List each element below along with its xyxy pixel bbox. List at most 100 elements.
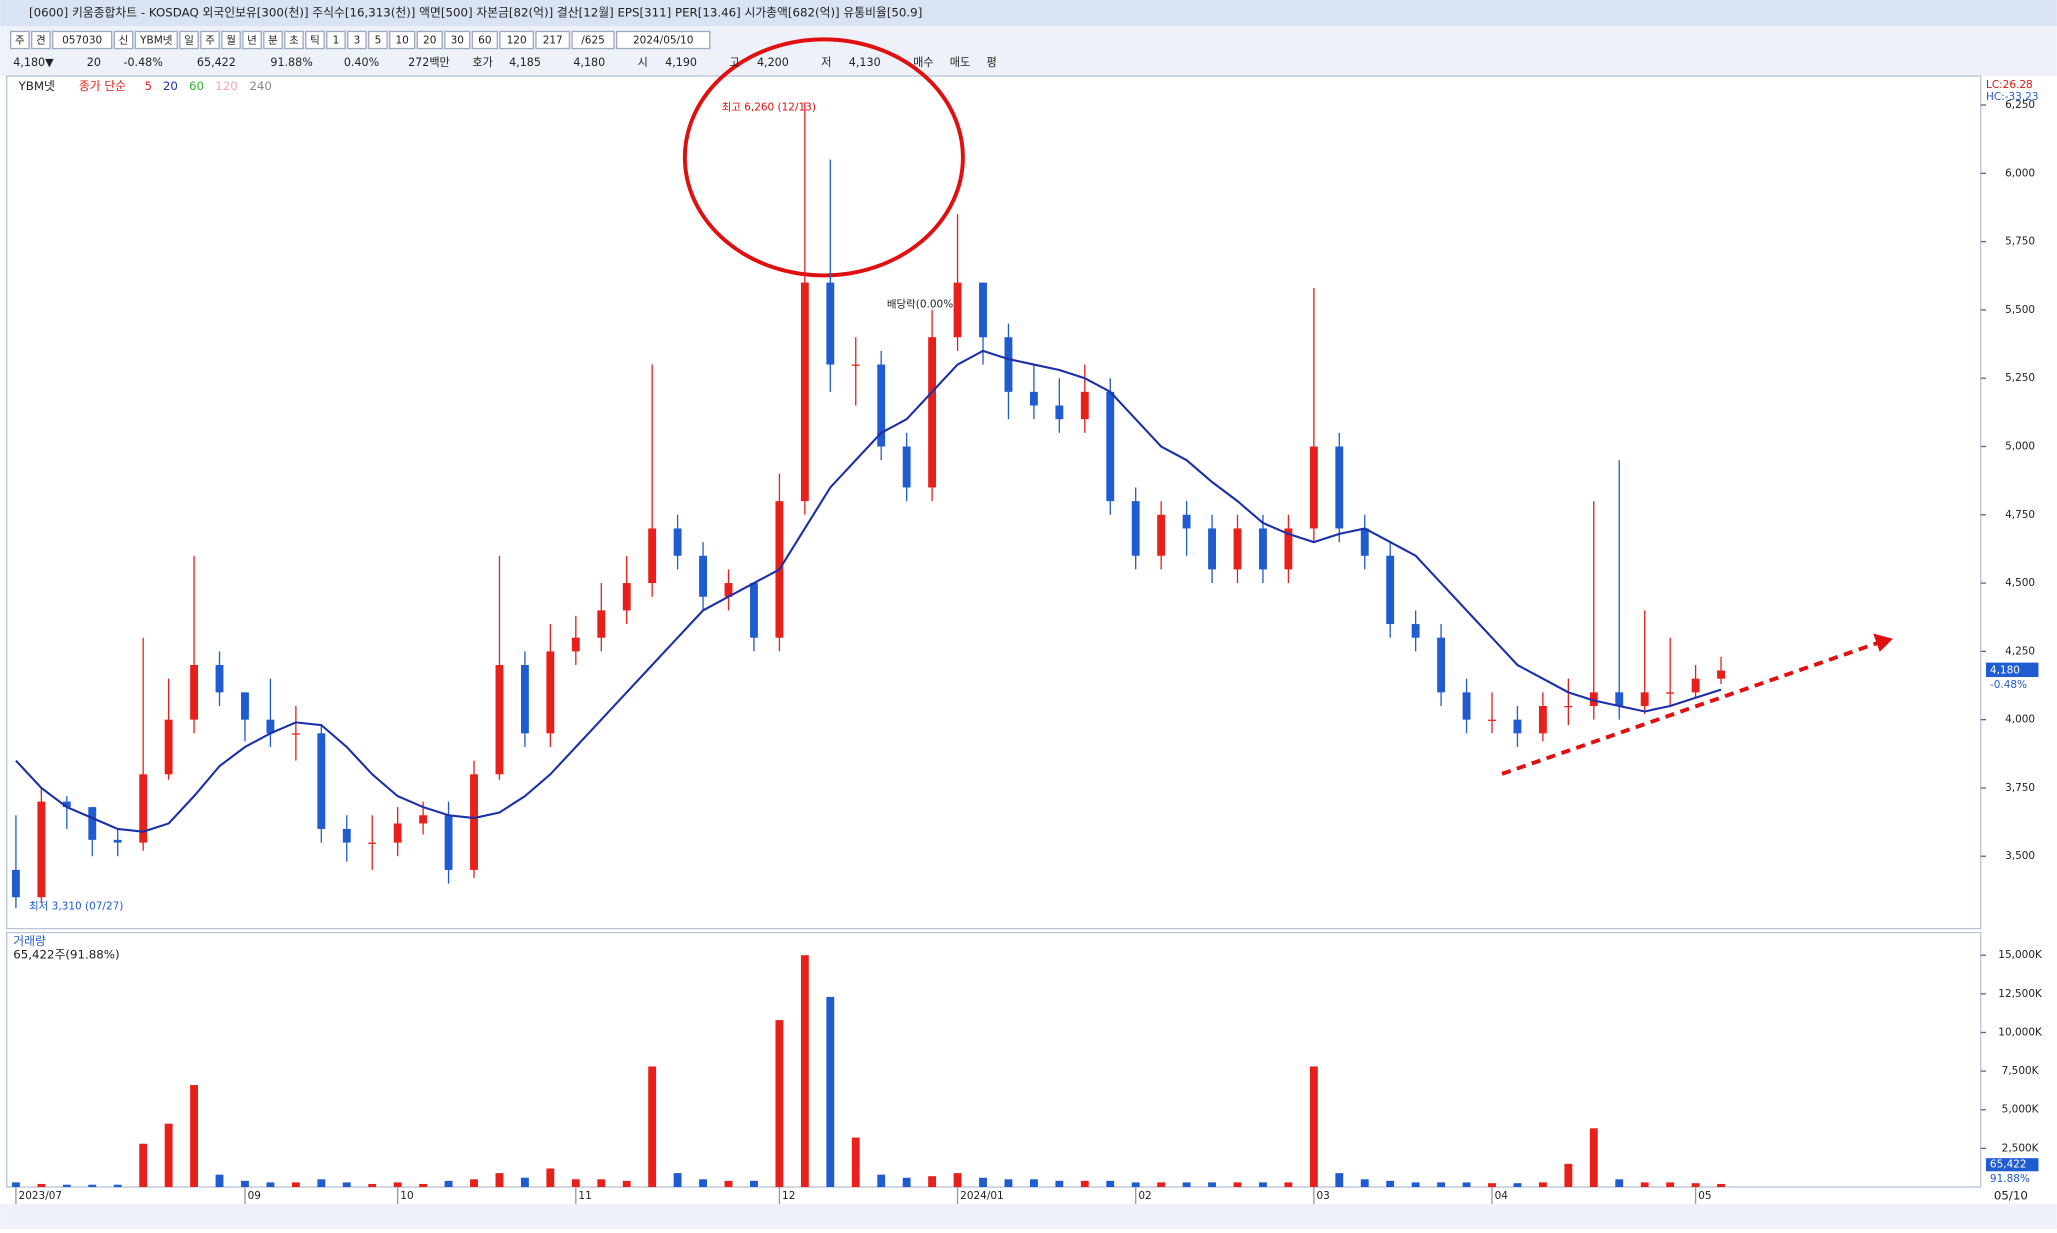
hc-label: HC:-33.23 <box>1986 91 2039 103</box>
toolbar-button[interactable] <box>179 30 199 50</box>
toolbar-label[interactable]: 20 <box>423 35 436 47</box>
toolbar-button[interactable] <box>535 30 571 50</box>
toolbar-button[interactable] <box>51 30 113 50</box>
toolbar-button[interactable] <box>284 30 304 50</box>
volume-bar <box>495 1173 504 1188</box>
toolbar-label[interactable]: 217 <box>543 35 563 47</box>
toolbar-button[interactable] <box>326 30 346 50</box>
toolbar-label[interactable]: 신 <box>119 35 129 47</box>
moving-average <box>15 349 1722 833</box>
toolbar-button[interactable] <box>615 30 711 50</box>
candle-body <box>190 665 199 720</box>
toolbar-button[interactable] <box>347 30 367 50</box>
toolbar-button[interactable] <box>471 30 498 50</box>
toolbar-label[interactable]: 1 <box>333 35 340 47</box>
volume-bar <box>342 1182 351 1188</box>
toolbar-label[interactable]: 초 <box>289 35 299 47</box>
info-field: 91.88% <box>270 56 312 69</box>
volume-bar <box>1259 1182 1267 1188</box>
toolbar-button[interactable] <box>221 30 241 50</box>
candle-body <box>1538 706 1547 734</box>
candle-body <box>1106 391 1115 502</box>
low-note: 최저 3,310 (07/27) <box>29 900 123 912</box>
volume-bar <box>190 1085 199 1188</box>
x-tick-label: 2024/01 <box>960 1190 1004 1202</box>
toolbar-button[interactable] <box>368 30 388 50</box>
toolbar-label[interactable]: 60 <box>478 35 491 47</box>
x-tick-label: 03 <box>1316 1190 1329 1202</box>
candle-body <box>470 774 478 870</box>
toolbar-label[interactable]: 120 <box>507 35 527 47</box>
y-tick-label: 4,000 <box>2005 714 2035 726</box>
toolbar-label[interactable]: 주 <box>205 35 215 47</box>
toolbar-button[interactable] <box>571 30 615 50</box>
toolbar-button[interactable] <box>10 30 30 50</box>
toolbar-label[interactable]: 견 <box>36 35 46 47</box>
volume-bar <box>88 1184 97 1188</box>
toolbar-label[interactable]: 057030 <box>62 35 102 47</box>
candle-body <box>266 719 275 734</box>
candle-body <box>495 665 504 775</box>
toolbar-label[interactable]: 주 <box>15 35 25 47</box>
candle-body <box>1437 637 1446 693</box>
candle-body <box>1182 514 1191 529</box>
toolbar-button[interactable] <box>200 30 220 50</box>
x-tick-label: 09 <box>248 1190 261 1202</box>
y-tick-label: 5,750 <box>2005 236 2035 248</box>
x-tick-label: 04 <box>1495 1190 1509 1202</box>
candle-body <box>164 719 173 775</box>
toolbar-button[interactable] <box>134 30 178 50</box>
toolbar-button[interactable] <box>305 30 325 50</box>
volume-bar <box>1666 1182 1675 1188</box>
volume-bar <box>1615 1179 1624 1188</box>
candle-body <box>902 446 911 488</box>
candle-body <box>877 364 886 447</box>
toolbar-label[interactable]: 10 <box>396 35 409 47</box>
legend-stock: YBM넷 <box>18 79 55 93</box>
info-field: 매도 <box>950 56 970 69</box>
toolbar-button[interactable] <box>242 30 262 50</box>
toolbar-label[interactable]: 2024/05/10 <box>633 35 693 47</box>
volume-bar <box>113 1184 122 1188</box>
candle-body <box>37 801 46 898</box>
toolbar-label[interactable]: 5 <box>375 35 382 47</box>
candle-body <box>317 733 326 829</box>
toolbar-button[interactable] <box>416 30 443 50</box>
toolbar-label[interactable]: 년 <box>247 35 257 47</box>
toolbar-label[interactable]: 틱 <box>310 35 320 47</box>
volume-y-tick-label: 10,000K <box>1998 1026 2043 1038</box>
volume-bar <box>1208 1182 1216 1188</box>
volume-bar <box>1564 1163 1573 1188</box>
candle-body <box>1335 446 1344 529</box>
candle-body <box>1462 692 1471 720</box>
info-field: 4,130 <box>849 56 881 69</box>
volume-bar <box>215 1174 224 1188</box>
scrollbar[interactable] <box>0 1204 2057 1229</box>
toolbar-button[interactable] <box>444 30 471 50</box>
toolbar-label[interactable]: 3 <box>354 35 361 47</box>
toolbar-label[interactable]: 일 <box>184 34 194 47</box>
toolbar-label[interactable]: 월 <box>226 35 236 47</box>
toolbar-label[interactable]: YBM넷 <box>139 35 172 47</box>
candle-body <box>139 774 148 843</box>
toolbar-label[interactable]: /625 <box>581 35 605 47</box>
toolbar-button[interactable] <box>31 30 51 50</box>
toolbar-button[interactable] <box>499 30 535 50</box>
toolbar-button[interactable] <box>113 30 134 50</box>
volume-bar <box>419 1183 428 1188</box>
toolbar-button[interactable] <box>263 30 283 50</box>
volume-bar <box>291 1182 300 1188</box>
last-price-box <box>1985 662 2039 678</box>
info-field: 65,422 <box>197 56 236 69</box>
volume-bar <box>622 1180 631 1188</box>
info-field: 호가 <box>472 56 492 69</box>
toolbar-button[interactable] <box>389 30 416 50</box>
volume-bar <box>1233 1182 1242 1188</box>
volume-y-tick-label: 5,000K <box>2002 1104 2040 1116</box>
toolbar-label[interactable]: 30 <box>451 35 464 47</box>
volume-bar <box>1513 1183 1522 1188</box>
candle-body <box>1386 555 1395 625</box>
volume-bar <box>877 1174 886 1188</box>
toolbar-label[interactable]: 분 <box>268 35 278 47</box>
